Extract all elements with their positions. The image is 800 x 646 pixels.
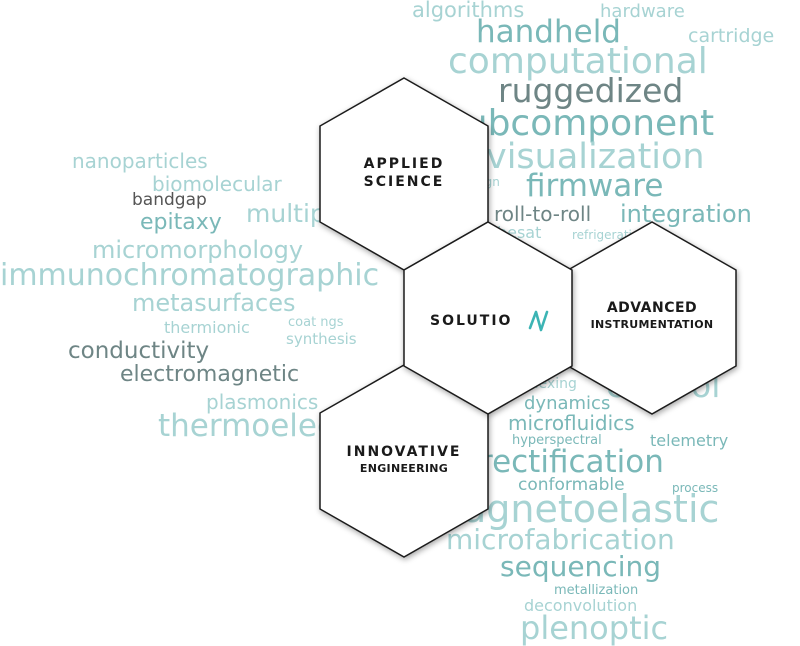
solution-label: SOLUTIO [420, 313, 544, 331]
advanced-label-line2: INSTRUMENTATION [568, 318, 736, 332]
applied-label-line2: SCIENCE [320, 174, 488, 192]
solution-label-text: SOLUTIO [430, 313, 512, 329]
innovative-label-line1: INNOVATIVE [320, 444, 488, 462]
innovative-engineering-label: INNOVATIVE ENGINEERING [320, 444, 488, 475]
advanced-label-line1: ADVANCED [568, 300, 736, 318]
applied-science-label: APPLIED SCIENCE [320, 156, 488, 191]
innovative-label-line2: ENGINEERING [320, 462, 488, 476]
applied-label-line1: APPLIED [320, 156, 488, 174]
advanced-instrumentation-label: ADVANCED INSTRUMENTATION [568, 300, 736, 331]
